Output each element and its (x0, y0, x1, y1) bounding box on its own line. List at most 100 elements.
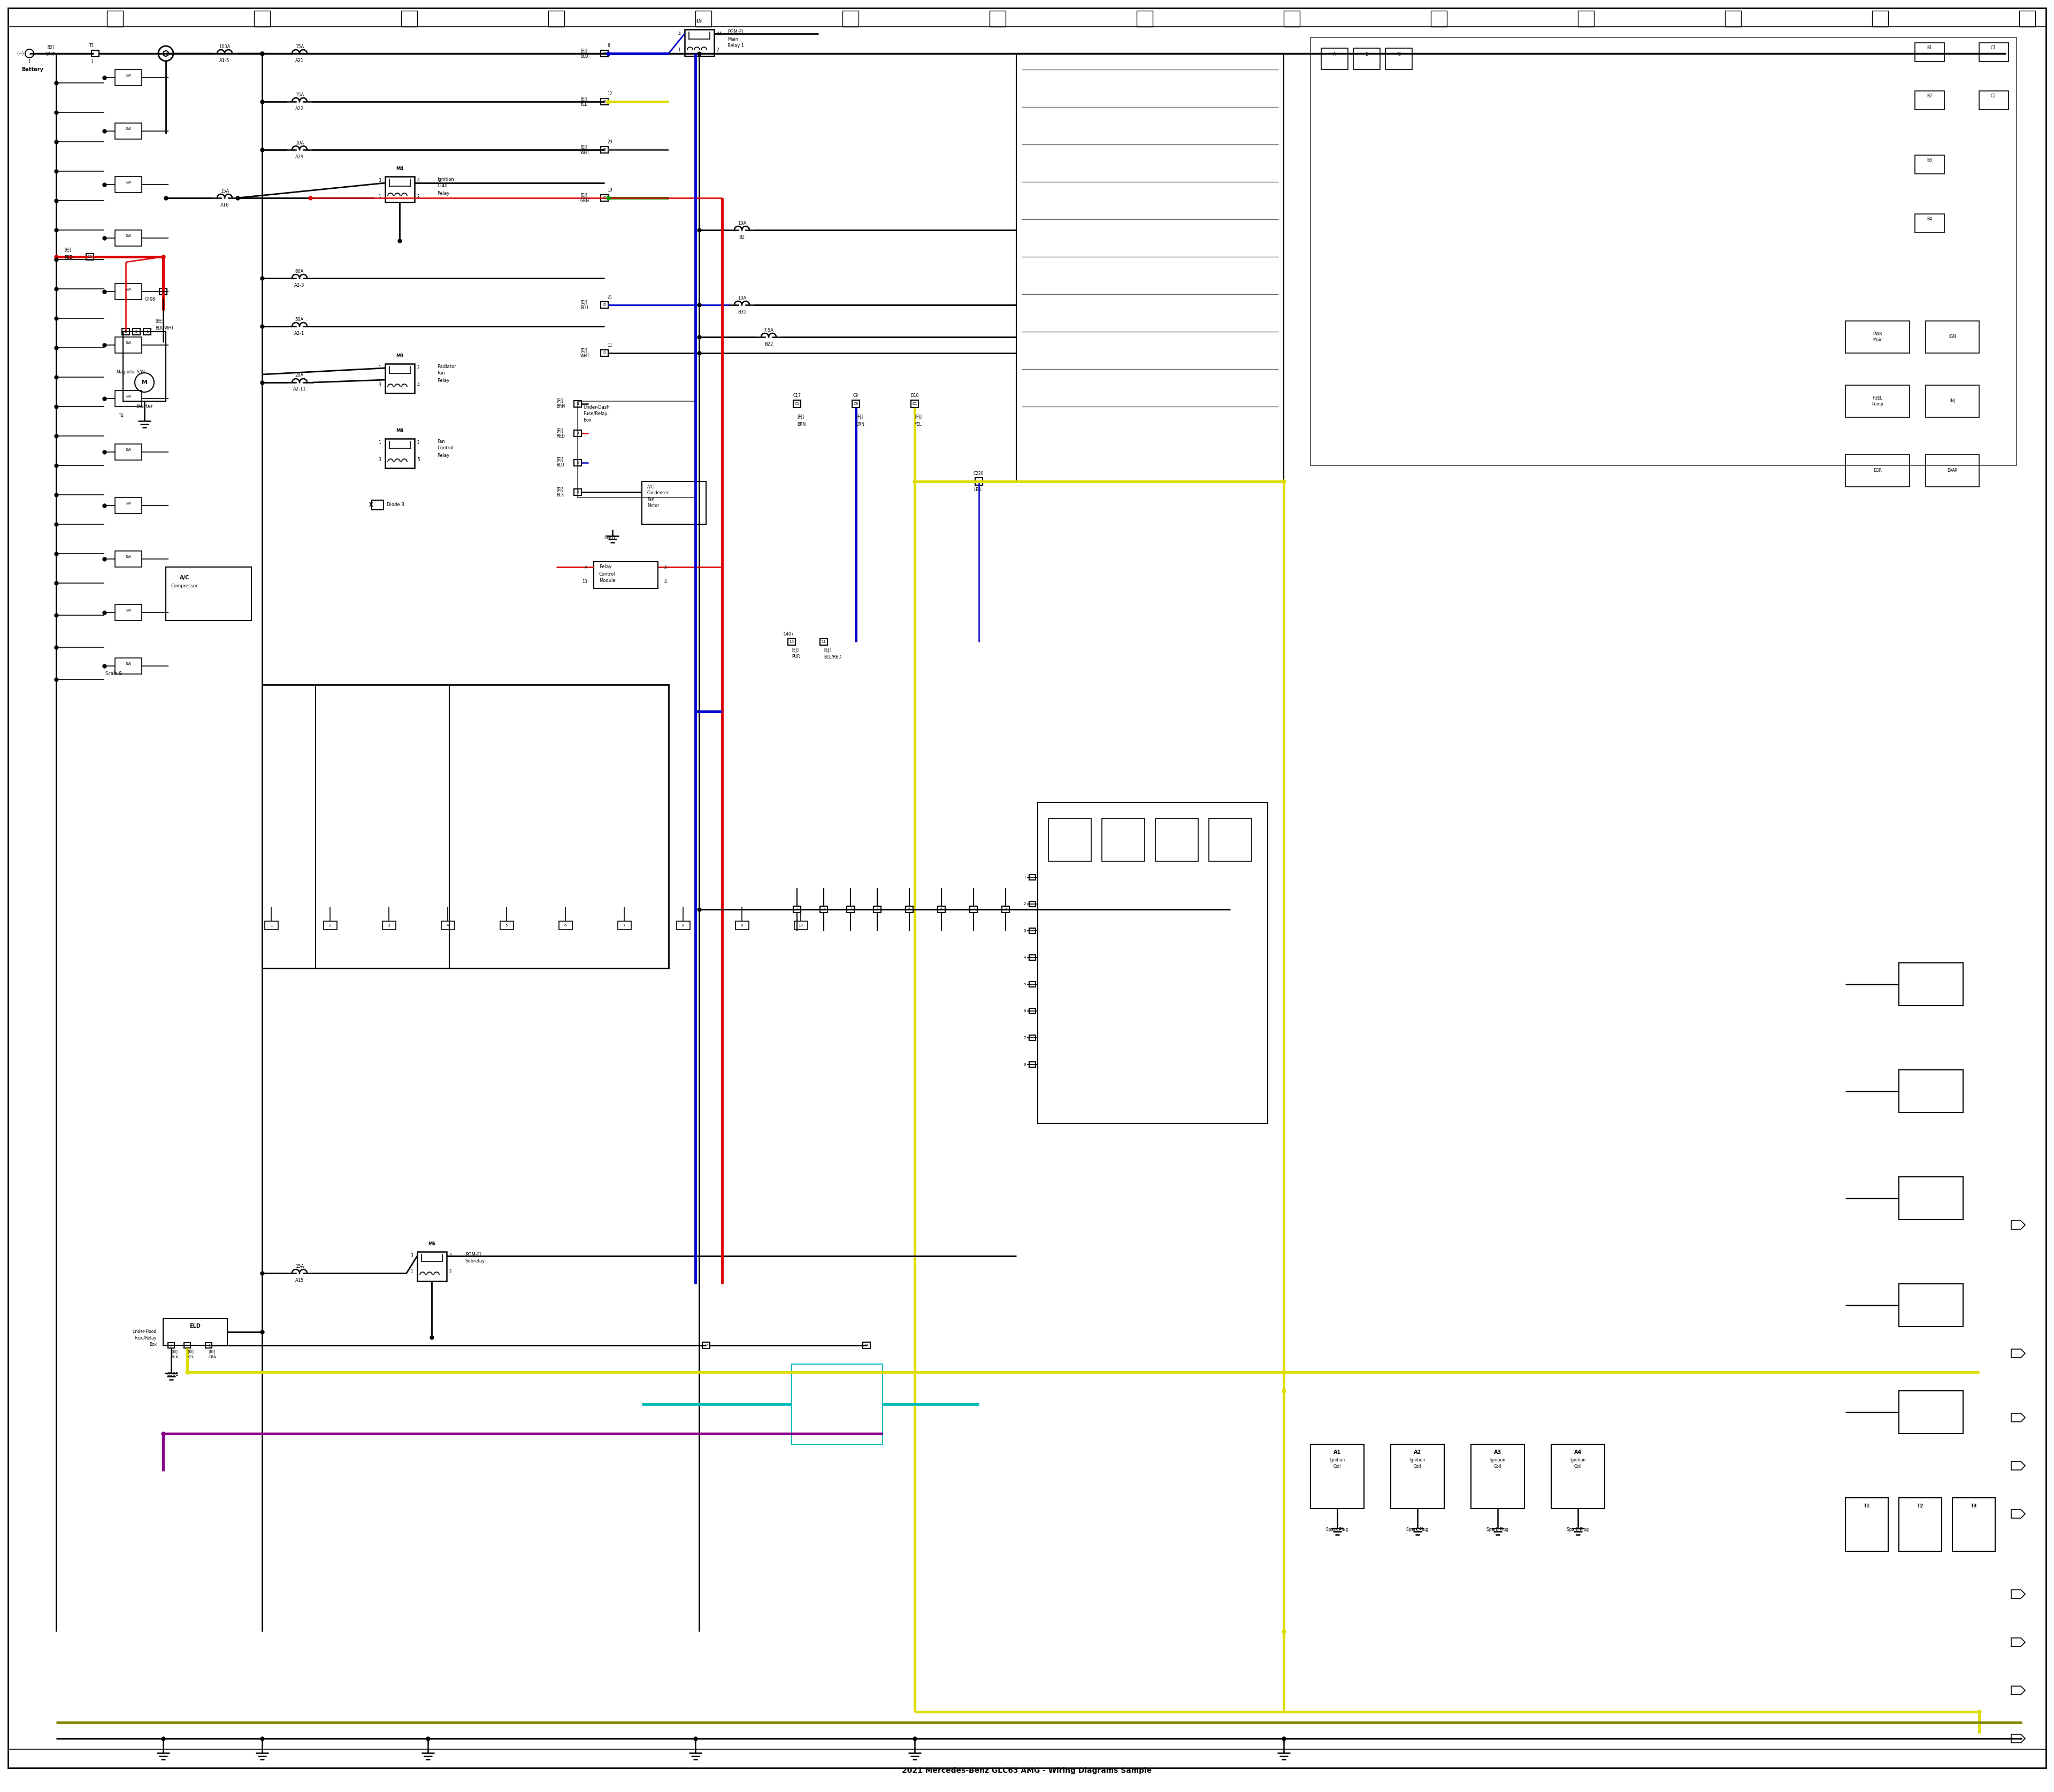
Bar (1002, 907, 1009, 912)
Text: A1: A1 (1333, 1450, 1341, 1455)
Bar (1725, 11, 1742, 27)
Bar (92, 50, 99, 57)
Text: SW: SW (125, 235, 131, 238)
Text: Condenser: Condenser (647, 491, 670, 496)
Text: L5: L5 (696, 18, 702, 23)
Text: Fan: Fan (438, 439, 446, 444)
Bar (1844, 1498, 1888, 1552)
Bar (990, 11, 1006, 27)
Text: [EJ]: [EJ] (210, 1349, 216, 1353)
Text: A3: A3 (1493, 1450, 1501, 1455)
Text: [EJ]: [EJ] (581, 48, 587, 54)
Text: A/C: A/C (647, 484, 655, 489)
Text: C407: C407 (785, 631, 795, 636)
Bar (1048, 819, 1091, 862)
Text: Motor: Motor (647, 504, 659, 509)
Text: 3: 3 (411, 1254, 413, 1258)
Text: B: B (125, 330, 127, 333)
Bar (499, 921, 514, 930)
Text: 7: 7 (972, 909, 976, 910)
Text: 5: 5 (1023, 982, 1025, 986)
Text: 4: 4 (1023, 955, 1025, 959)
Text: 1: 1 (378, 366, 380, 371)
Bar (166, 566, 251, 620)
Text: 3: 3 (378, 383, 380, 387)
Text: [EJ]: [EJ] (857, 414, 863, 419)
Text: A4: A4 (1573, 1450, 1582, 1455)
Text: EVAP: EVAP (1947, 468, 1957, 473)
Text: ORN: ORN (210, 1355, 218, 1358)
Bar (1980, 43, 2009, 61)
Bar (1310, 38, 2017, 466)
Bar (1284, 11, 1300, 27)
Text: M8: M8 (396, 428, 403, 434)
Text: D: D (604, 52, 606, 56)
Text: S: S (136, 330, 138, 333)
Text: 4: 4 (663, 579, 668, 584)
Text: Module: Module (600, 579, 616, 584)
Text: Coil: Coil (1493, 1464, 1501, 1469)
Text: ELD: ELD (189, 1324, 201, 1328)
Bar (115, 337, 142, 353)
Text: Fuse/Relay: Fuse/Relay (136, 1337, 156, 1340)
Bar (255, 11, 271, 27)
Text: M9: M9 (396, 353, 403, 358)
Text: WHT: WHT (581, 151, 589, 154)
Text: SW: SW (125, 289, 131, 290)
Bar (1029, 901, 1035, 907)
Bar (115, 498, 142, 514)
Bar (1154, 819, 1197, 862)
Text: 11: 11 (822, 640, 826, 643)
Text: SW: SW (125, 181, 131, 185)
Text: 2: 2 (822, 909, 826, 910)
Bar (1391, 1444, 1444, 1509)
Text: SW: SW (125, 609, 131, 611)
Text: T4: T4 (119, 414, 123, 419)
Text: T2: T2 (1916, 1503, 1925, 1509)
Bar (115, 124, 142, 140)
Bar (115, 70, 142, 86)
Bar (265, 921, 277, 930)
Text: 21: 21 (608, 296, 612, 299)
Text: 1: 1 (577, 401, 579, 405)
Text: A15: A15 (296, 1278, 304, 1283)
Text: 10A: 10A (737, 296, 746, 301)
Text: Relay: Relay (600, 564, 612, 570)
Bar (573, 401, 581, 407)
Text: 7.5A: 7.5A (764, 328, 774, 333)
Text: ORN: ORN (857, 421, 865, 426)
Bar (1898, 1498, 1941, 1552)
Text: B3: B3 (1927, 158, 1933, 163)
Bar (2019, 11, 2036, 27)
Bar (1101, 819, 1144, 862)
Text: 3: 3 (378, 457, 380, 462)
Bar (852, 400, 859, 407)
Bar (1029, 928, 1035, 934)
Text: 10A: 10A (296, 140, 304, 145)
Bar (1898, 1070, 1964, 1113)
Text: BLU: BLU (557, 462, 565, 468)
Bar (1354, 48, 1380, 70)
Bar (863, 1342, 871, 1349)
Bar (1927, 321, 1980, 353)
Text: Ignition: Ignition (1329, 1459, 1345, 1462)
Bar (573, 430, 581, 437)
Text: Box: Box (150, 1342, 156, 1348)
Bar (873, 907, 881, 912)
Text: YEL: YEL (581, 102, 587, 108)
Bar (842, 11, 859, 27)
Text: (+): (+) (16, 52, 25, 56)
Text: B31: B31 (737, 310, 746, 314)
Bar (1384, 48, 1413, 70)
Text: 2: 2 (329, 925, 331, 926)
Text: 6: 6 (565, 925, 567, 926)
Text: Scale 8: Scale 8 (105, 672, 121, 676)
Text: 44: 44 (865, 1344, 869, 1348)
Bar (702, 1342, 711, 1349)
Text: C: C (1397, 52, 1401, 57)
Text: 15A: 15A (220, 188, 228, 194)
Bar (1029, 955, 1035, 961)
Bar (1914, 213, 1945, 233)
Text: 4: 4 (678, 30, 680, 36)
Text: 5: 5 (417, 457, 419, 462)
